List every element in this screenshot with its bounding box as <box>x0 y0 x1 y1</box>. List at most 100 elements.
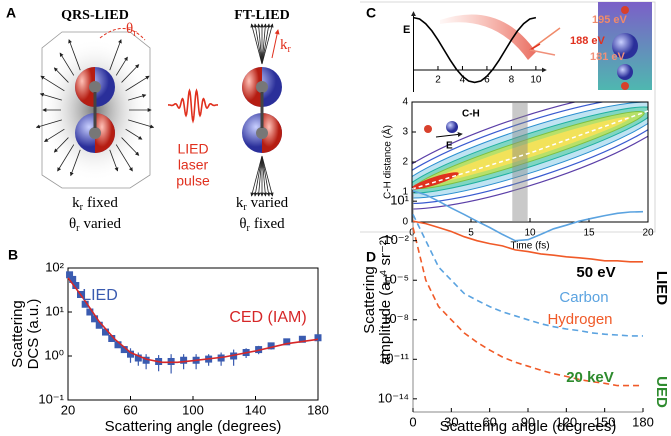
cone-arrow <box>261 155 271 197</box>
angle-arc <box>99 28 146 41</box>
legend-label: LIED <box>82 287 118 304</box>
x-tick-label: 20 <box>642 228 654 239</box>
scatter-arrow <box>68 39 81 71</box>
y-tick-label: 10¹ <box>45 303 64 318</box>
x-axis-label: Scattering angle (degrees) <box>440 418 617 435</box>
scatter-arrow <box>115 144 133 172</box>
panel-label: C <box>366 5 376 21</box>
x-tick-label: 90 <box>521 414 535 429</box>
caption-symbol: k <box>236 195 244 211</box>
y-tick-label: 10⁻¹ <box>38 391 64 406</box>
scatter-arrow <box>109 149 119 172</box>
caption-sub: r <box>247 223 251 234</box>
atom <box>617 64 633 80</box>
legend-label: Carbon <box>559 289 608 306</box>
y-tick-label: 10⁻⁸ <box>382 311 409 326</box>
method-title: FT-LIED <box>234 8 290 23</box>
data-line <box>67 277 319 364</box>
panel-a: A QRS-LIED FT-LIED θr kr LIED laser puls… <box>6 5 292 235</box>
atom <box>446 121 458 133</box>
x-axis-label: Scattering angle (degrees) <box>105 418 282 435</box>
data-point <box>298 335 306 343</box>
panel-label: D <box>366 249 376 265</box>
annotation: 195 eV <box>592 14 628 26</box>
atom <box>424 125 432 133</box>
data-point <box>91 315 99 323</box>
scatter-arrow <box>109 39 122 71</box>
technique-label: UED <box>653 376 670 408</box>
legend-label: CED (IAM) <box>229 309 306 326</box>
caption-text: fixed <box>254 216 285 232</box>
y-tick-label: 1 <box>402 187 408 198</box>
annotation: 50 eV <box>576 264 615 281</box>
panel-label: A <box>6 5 16 21</box>
data-point <box>108 334 116 342</box>
data-point <box>283 338 291 346</box>
scatter-arrow <box>115 56 128 76</box>
scatter-arrow <box>128 93 147 101</box>
orbital-lobe <box>75 67 95 107</box>
scatter-arrow <box>125 128 143 140</box>
data-line <box>412 190 644 242</box>
pulse-label: LIED <box>177 141 208 157</box>
annotation: 20 keV <box>566 369 614 386</box>
caption-sub: r <box>76 223 80 234</box>
x-tick-label: 10 <box>524 228 536 239</box>
caption-text: fixed <box>87 195 118 211</box>
cone-arrow <box>250 23 263 65</box>
k-symbol: kr <box>280 37 292 55</box>
caption: kr fixed <box>72 195 118 213</box>
x-tick-label: 20 <box>61 402 75 417</box>
caption-sub: r <box>80 202 84 213</box>
cone-arrow <box>256 155 263 197</box>
scatter-region <box>41 31 151 189</box>
y-axis-label: C-H distance (Å) <box>381 125 394 199</box>
y-tick-label: 4 <box>402 97 408 108</box>
y-tick-label: 10⁻² <box>383 232 409 247</box>
cone-arrow <box>261 23 271 65</box>
x-tick-label: 8 <box>509 75 515 86</box>
data-point <box>69 275 77 283</box>
y-tick-label: 10⁻⁵ <box>382 272 409 287</box>
scatter-arrow <box>69 149 81 177</box>
y-tick-label: 10¹ <box>390 193 409 208</box>
y-axis-label: Scattering <box>9 300 26 368</box>
ridge-line <box>411 110 649 190</box>
y-tick-label: 2 <box>402 157 408 168</box>
x-tick-label: 150 <box>594 414 616 429</box>
data-point <box>134 354 142 362</box>
data-point <box>114 341 122 349</box>
scatter-arrow <box>121 64 140 83</box>
cone-arrow <box>261 155 268 197</box>
data-point <box>167 357 175 365</box>
data-point <box>314 334 322 342</box>
data-line <box>412 227 643 387</box>
field-arrow <box>435 131 463 138</box>
scatter-arrow <box>53 137 69 153</box>
scatter-arrow <box>128 119 155 129</box>
x-tick-label: 30 <box>444 414 458 429</box>
x-tick-label: 4 <box>460 75 466 86</box>
data-point <box>66 271 74 279</box>
scatter-arrow <box>53 67 69 83</box>
scatter-arrow <box>39 92 62 101</box>
swoosh <box>440 14 536 61</box>
data-point <box>142 356 150 364</box>
atom <box>89 127 101 139</box>
pulse-label: laser <box>178 157 209 173</box>
data-line <box>412 220 643 263</box>
scatter-arrows <box>35 39 155 177</box>
y-tick-label: 10² <box>45 259 64 274</box>
x-tick-label: 0 <box>409 414 416 429</box>
caption: θr varied <box>69 216 122 234</box>
y-axis-label: DCS (a.u.) <box>25 299 42 370</box>
legend-label: Hydrogen <box>547 311 612 328</box>
data-line <box>412 214 643 337</box>
caption: θr fixed <box>239 216 285 234</box>
data-point <box>86 308 94 316</box>
caption-sub: r <box>243 202 247 213</box>
symbol: θ <box>126 21 133 37</box>
